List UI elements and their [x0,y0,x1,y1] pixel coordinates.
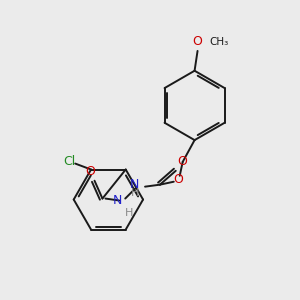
Text: N: N [130,178,139,191]
Text: O: O [85,165,95,178]
Text: H: H [125,208,134,218]
Text: CH₃: CH₃ [209,37,229,47]
Text: O: O [173,173,183,186]
Text: O: O [178,155,188,168]
Text: N: N [113,194,122,207]
Text: H: H [131,188,139,198]
Text: Cl: Cl [63,155,75,168]
Text: O: O [193,35,202,48]
